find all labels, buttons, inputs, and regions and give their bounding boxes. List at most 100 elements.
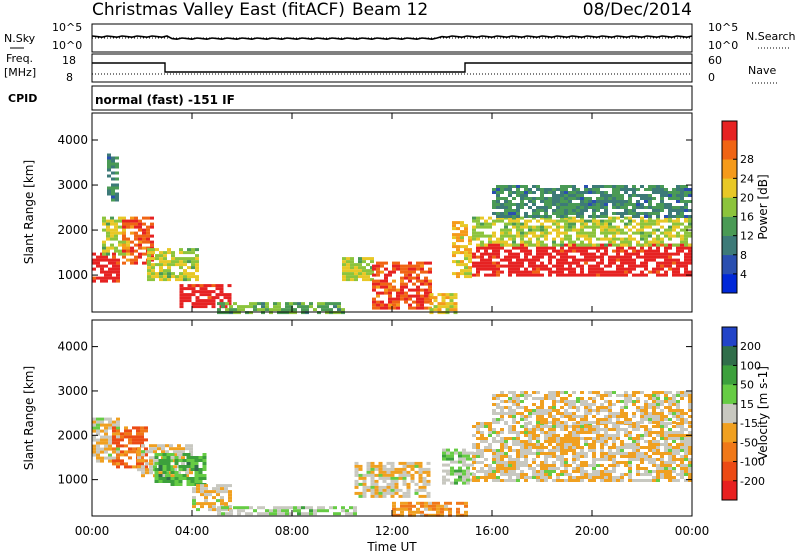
power-range-cell <box>532 203 536 206</box>
power-range-cell <box>680 264 684 268</box>
velocity-marks <box>92 391 692 517</box>
power-range-cell <box>111 195 115 199</box>
velocity-range-cell <box>556 449 560 452</box>
velocity-range-cell <box>516 458 520 461</box>
power-range-cell <box>317 305 321 309</box>
velocity-range-cell <box>636 406 640 409</box>
power-range-cell <box>203 293 208 297</box>
velocity-range-cell <box>398 494 403 498</box>
power-range-cell <box>384 273 388 277</box>
velocity-colorbar-swatch <box>722 480 737 501</box>
power-range-cell <box>476 270 480 274</box>
velocity-range-cell <box>544 434 548 437</box>
velocity-range-cell <box>604 421 608 424</box>
power-range-cell <box>183 251 187 255</box>
power-range-cell <box>237 311 241 315</box>
velocity-range-cell <box>414 488 419 492</box>
velocity-range-cell <box>564 400 568 403</box>
power-range-cell <box>138 237 142 241</box>
velocity-range-cell <box>333 506 337 510</box>
power-range-cell <box>285 305 289 309</box>
velocity-range-cell <box>277 512 281 516</box>
power-range-cell <box>608 273 612 277</box>
power-range-cell <box>468 272 472 276</box>
power-range-cell <box>512 215 516 218</box>
velocity-range-cell <box>608 470 612 473</box>
velocity-range-cell <box>96 432 100 436</box>
power-range-cell <box>476 225 480 229</box>
power-range-cell <box>195 278 199 282</box>
power-range-cell <box>92 261 96 265</box>
velocity-range-cell <box>92 429 96 433</box>
velocity-range-cell <box>488 422 492 425</box>
power-range-cell <box>652 206 656 209</box>
power-range-cell <box>211 302 216 306</box>
velocity-range-cell <box>228 490 232 494</box>
velocity-range-cell <box>524 415 528 418</box>
power-range-cell <box>656 264 660 268</box>
velocity-range-cell <box>652 406 656 409</box>
power-range-cell <box>580 267 584 271</box>
velocity-range-cell <box>446 448 450 452</box>
power-range-cell <box>358 269 362 273</box>
velocity-range-cell <box>684 464 688 467</box>
power-echo-region <box>92 252 120 283</box>
power-range-cell <box>516 188 520 191</box>
velocity-range-cell <box>648 458 652 461</box>
velocity-range-cell <box>508 458 512 461</box>
velocity-colorbar-tick-label: -15 <box>740 417 758 430</box>
power-range-cell <box>688 225 692 229</box>
velocity-range-cell <box>688 415 692 418</box>
velocity-range-cell <box>354 482 359 486</box>
velocity-range-cell <box>444 501 448 505</box>
velocity-range-cell <box>104 426 108 430</box>
velocity-range-cell <box>198 474 203 477</box>
velocity-range-cell <box>504 406 508 409</box>
velocity-range-cell <box>688 406 692 409</box>
power-range-cell <box>596 246 600 250</box>
velocity-range-cell <box>358 464 363 468</box>
power-range-cell <box>122 261 126 265</box>
velocity-range-cell <box>402 470 407 474</box>
power-range-cell <box>508 188 512 191</box>
power-range-cell <box>195 248 199 252</box>
velocity-range-cell <box>108 438 112 442</box>
velocity-range-cell <box>192 490 196 494</box>
velocity-range-cell <box>137 453 141 457</box>
power-range-cell <box>504 200 508 203</box>
power-range-cell <box>464 272 468 276</box>
velocity-range-cell <box>476 455 480 458</box>
power-range-cell <box>354 275 358 279</box>
power-range-cell <box>146 216 150 220</box>
power-range-cell <box>384 288 388 292</box>
velocity-range-cell <box>472 458 476 461</box>
velocity-range-cell <box>170 480 175 483</box>
velocity-range-cell <box>668 406 672 409</box>
velocity-range-cell <box>548 409 552 412</box>
power-range-cell <box>92 267 96 271</box>
power-range-cell <box>544 203 548 206</box>
power-range-cell <box>464 251 468 255</box>
power-range-cell <box>453 308 458 312</box>
velocity-range-cell <box>676 394 680 397</box>
power-range-cell <box>684 261 688 265</box>
velocity-range-cell <box>414 482 419 486</box>
velocity-range-cell <box>192 499 196 503</box>
power-range-cell <box>147 278 151 282</box>
velocity-range-cell <box>177 444 181 448</box>
velocity-range-cell <box>496 397 500 400</box>
power-range-cell <box>183 299 188 303</box>
power-range-cell <box>564 267 568 271</box>
power-range-cell <box>592 258 596 262</box>
velocity-range-cell <box>173 447 177 451</box>
velocity-range-cell <box>345 509 349 513</box>
velocity-range-cell <box>640 461 644 464</box>
power-range-cell <box>524 225 528 229</box>
power-range-cell <box>460 272 464 276</box>
velocity-range-cell <box>632 440 636 443</box>
power-range-cell <box>420 300 424 304</box>
power-range-cell <box>472 264 476 268</box>
velocity-range-cell <box>378 470 383 474</box>
velocity-range-cell <box>540 449 544 452</box>
velocity-range-cell <box>289 506 293 510</box>
